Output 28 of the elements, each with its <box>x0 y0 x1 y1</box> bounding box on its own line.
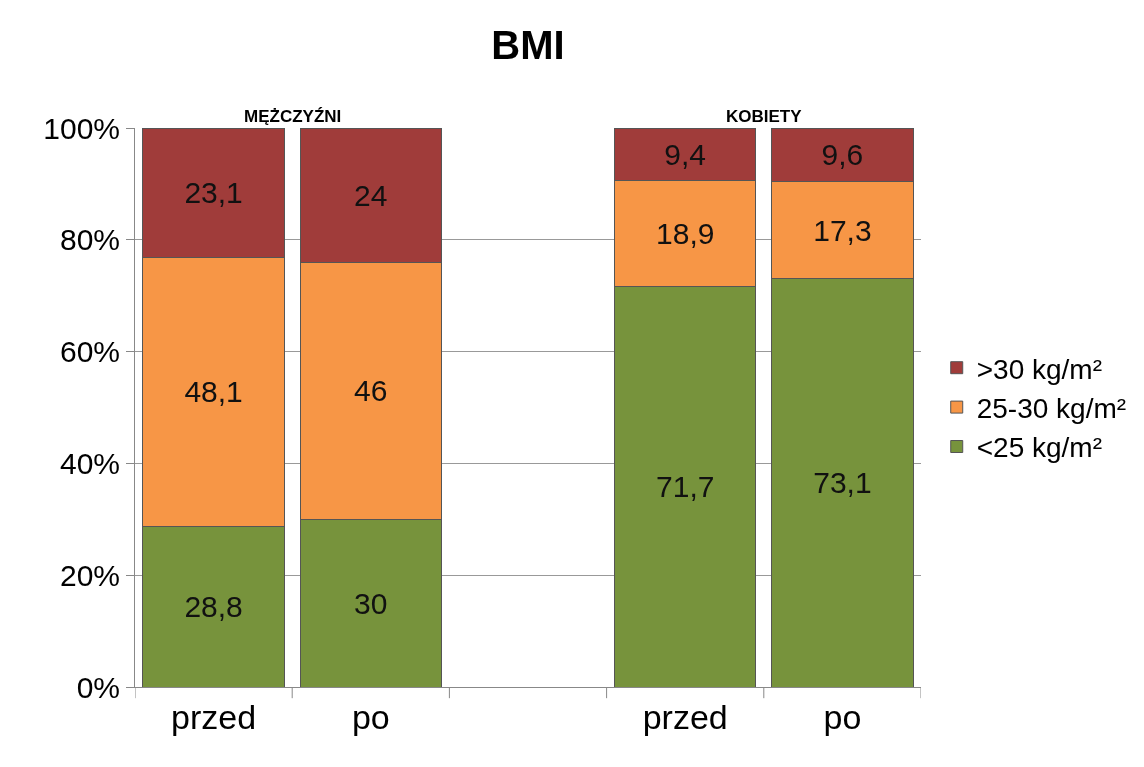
y-tick-label: 40% <box>59 446 120 480</box>
y-tick-label: 80% <box>59 223 120 257</box>
data-label: 73,1 <box>813 466 872 500</box>
y-tick-label: 20% <box>59 558 120 592</box>
y-tick-label: 100% <box>43 111 120 145</box>
data-label: 18,9 <box>656 216 715 250</box>
y-tick-label: 60% <box>59 335 120 369</box>
legend-label: 25-30 kg/m² <box>976 393 1127 425</box>
data-label: 17,3 <box>813 213 872 247</box>
x-tick-label: po <box>823 697 862 736</box>
data-label: 28,8 <box>184 590 243 624</box>
data-label: 9,4 <box>664 137 707 171</box>
text: KOBIETY <box>726 107 803 126</box>
text: MĘŻCZYŹNI <box>244 107 342 126</box>
data-label: 48,1 <box>184 375 243 409</box>
data-label: 30 <box>354 586 388 620</box>
x-tick-label: po <box>351 697 390 736</box>
x-tick-label: przed <box>642 697 728 736</box>
data-label: 24 <box>354 178 388 212</box>
legend-label: <25 kg/m² <box>976 432 1102 464</box>
data-label: 71,7 <box>656 470 715 504</box>
chart-title: BMI <box>491 22 565 67</box>
data-label: 46 <box>354 374 388 408</box>
data-label: 9,6 <box>821 138 864 172</box>
legend-label: >30 kg/m² <box>976 353 1102 385</box>
x-tick-label: przed <box>171 697 257 736</box>
data-label: 23,1 <box>184 176 243 210</box>
y-tick-label: 0% <box>76 670 120 704</box>
